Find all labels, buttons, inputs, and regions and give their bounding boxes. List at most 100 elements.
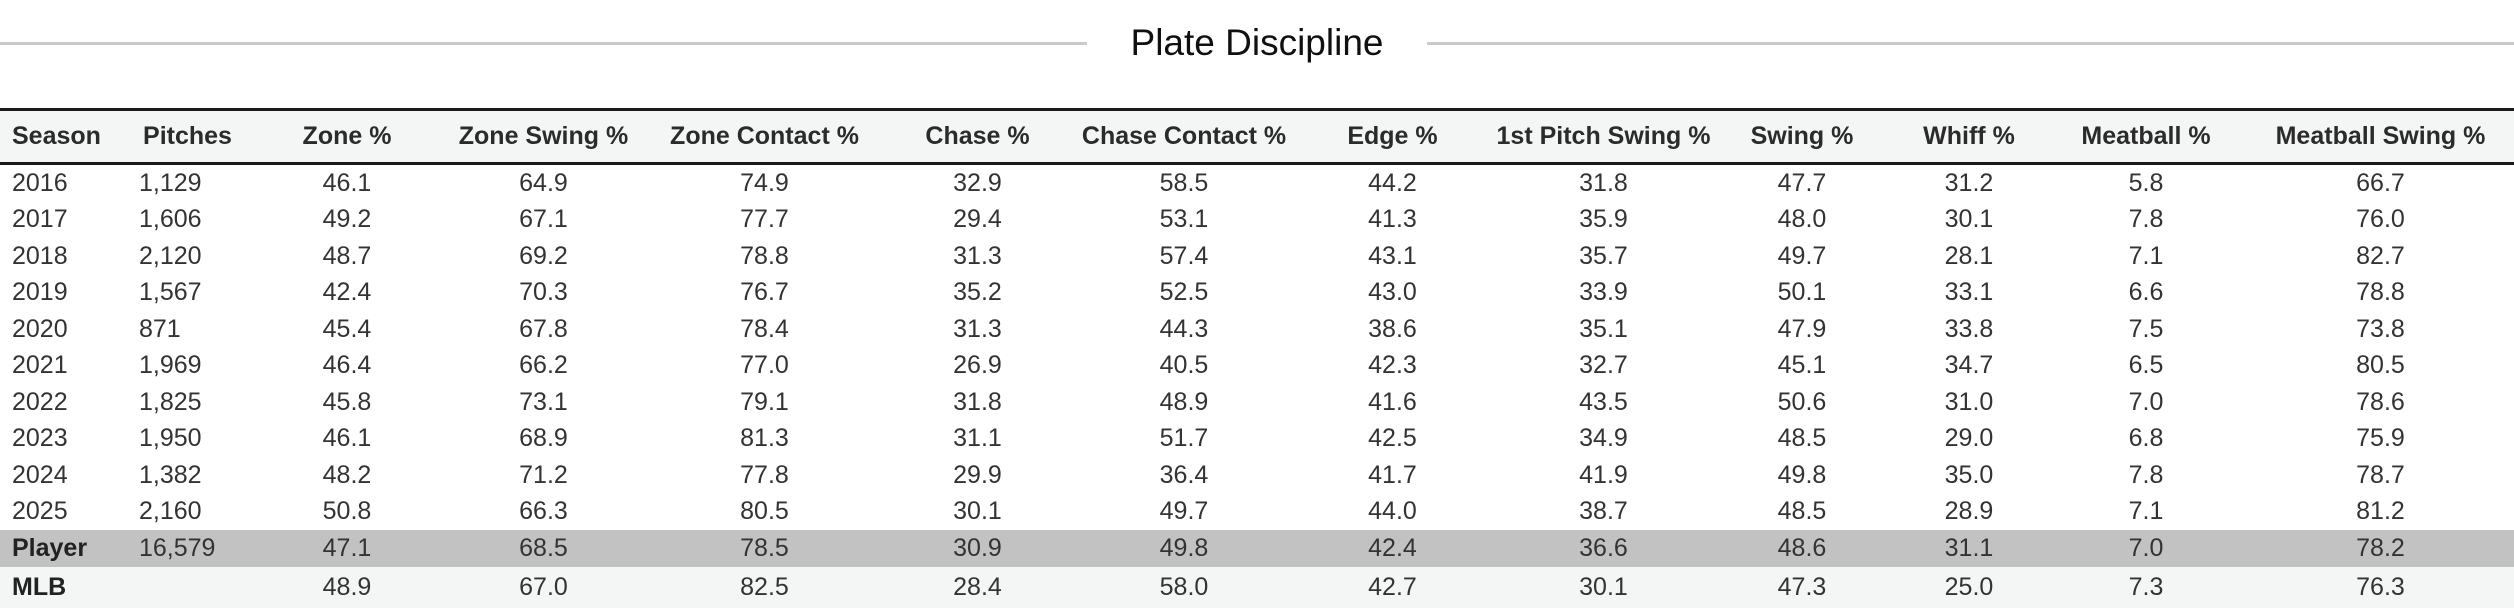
cell-2020-chase_contact_pct: 44.3 — [1079, 311, 1289, 348]
cell-2021-zone_swing_pct: 66.2 — [434, 347, 653, 384]
cell-2016-zone_pct: 46.1 — [260, 163, 434, 202]
cell-2017-pitches: 1,606 — [115, 201, 260, 238]
cell-mlb-zone_pct: 48.9 — [260, 566, 434, 608]
cell-2016-first_pitch_swing_pct: 31.8 — [1496, 163, 1711, 202]
cell-2019-whiff_pct: 33.1 — [1893, 274, 2045, 311]
cell-player-zone_contact_pct: 78.5 — [653, 530, 876, 567]
cell-2025-pitches: 2,160 — [115, 493, 260, 530]
cell-2024-chase_contact_pct: 36.4 — [1079, 457, 1289, 494]
plate-discipline-table: Season Pitches Zone % Zone Swing % Zone Cont… — [0, 108, 2514, 608]
cell-2016-zone_contact_pct: 74.9 — [653, 163, 876, 202]
cell-player-zone_pct: 47.1 — [260, 530, 434, 567]
cell-2020-edge_pct: 38.6 — [1289, 311, 1496, 348]
cell-2022-edge_pct: 41.6 — [1289, 384, 1496, 421]
cell-player-chase_pct: 30.9 — [876, 530, 1079, 567]
cell-2017-chase_contact_pct: 53.1 — [1079, 201, 1289, 238]
cell-2025-whiff_pct: 28.9 — [1893, 493, 2045, 530]
cell-2020-season: 2020 — [0, 311, 115, 348]
cell-2022-chase_pct: 31.8 — [876, 384, 1079, 421]
cell-2023-whiff_pct: 29.0 — [1893, 420, 2045, 457]
cell-2023-chase_pct: 31.1 — [876, 420, 1079, 457]
cell-2023-meatball_pct: 6.8 — [2045, 420, 2247, 457]
cell-2023-swing_pct: 48.5 — [1711, 420, 1893, 457]
cell-2021-meatball_swing_pct: 80.5 — [2247, 347, 2514, 384]
cell-2019-season: 2019 — [0, 274, 115, 311]
cell-2025-season: 2025 — [0, 493, 115, 530]
cell-2022-season: 2022 — [0, 384, 115, 421]
cell-2017-edge_pct: 41.3 — [1289, 201, 1496, 238]
cell-2016-chase_contact_pct: 58.5 — [1079, 163, 1289, 202]
cell-2018-pitches: 2,120 — [115, 238, 260, 275]
column-header-chase_pct: Chase % — [876, 108, 1079, 165]
cell-2023-chase_contact_pct: 51.7 — [1079, 420, 1289, 457]
cell-mlb-swing_pct: 47.3 — [1711, 566, 1893, 608]
cell-2019-chase_pct: 35.2 — [876, 274, 1079, 311]
cell-2024-zone_pct: 48.2 — [260, 457, 434, 494]
cell-2025-meatball_swing_pct: 81.2 — [2247, 493, 2514, 530]
cell-2017-zone_contact_pct: 77.7 — [653, 201, 876, 238]
cell-2019-meatball_swing_pct: 78.8 — [2247, 274, 2514, 311]
title-divider-left — [0, 41, 1087, 45]
table-header-row: Season Pitches Zone % Zone Swing % Zone Cont… — [0, 108, 2514, 165]
cell-2020-whiff_pct: 33.8 — [1893, 311, 2045, 348]
cell-player-chase_contact_pct: 49.8 — [1079, 530, 1289, 567]
cell-2024-meatball_pct: 7.8 — [2045, 457, 2247, 494]
cell-2017-whiff_pct: 30.1 — [1893, 201, 2045, 238]
cell-player-swing_pct: 48.6 — [1711, 530, 1893, 567]
cell-2020-meatball_pct: 7.5 — [2045, 311, 2247, 348]
cell-2019-zone_swing_pct: 70.3 — [434, 274, 653, 311]
cell-2016-swing_pct: 47.7 — [1711, 163, 1893, 202]
table-row-2023: 2023 1,950 46.1 68.9 81.3 31.1 51.7 42.5 34.9 48.… — [0, 420, 2514, 457]
cell-2025-swing_pct: 48.5 — [1711, 493, 1893, 530]
cell-2024-first_pitch_swing_pct: 41.9 — [1496, 457, 1711, 494]
cell-2024-zone_contact_pct: 77.8 — [653, 457, 876, 494]
cell-2021-chase_pct: 26.9 — [876, 347, 1079, 384]
cell-2022-first_pitch_swing_pct: 43.5 — [1496, 384, 1711, 421]
cell-2018-chase_contact_pct: 57.4 — [1079, 238, 1289, 275]
table-row-2019: 2019 1,567 42.4 70.3 76.7 35.2 52.5 43.0 33.9 50.… — [0, 274, 2514, 311]
cell-2022-meatball_pct: 7.0 — [2045, 384, 2247, 421]
column-header-meatball_swing_pct: Meatball Swing % — [2247, 108, 2514, 165]
cell-2022-swing_pct: 50.6 — [1711, 384, 1893, 421]
cell-2024-chase_pct: 29.9 — [876, 457, 1079, 494]
title-divider-right — [1427, 41, 2514, 45]
cell-player-season: Player — [0, 530, 115, 567]
table-row-2021: 2021 1,969 46.4 66.2 77.0 26.9 40.5 42.3 32.7 45.… — [0, 347, 2514, 384]
cell-2020-zone_contact_pct: 78.4 — [653, 311, 876, 348]
cell-2018-edge_pct: 43.1 — [1289, 238, 1496, 275]
cell-mlb-edge_pct: 42.7 — [1289, 566, 1496, 608]
cell-2024-pitches: 1,382 — [115, 457, 260, 494]
cell-2016-season: 2016 — [0, 163, 115, 202]
cell-2018-meatball_swing_pct: 82.7 — [2247, 238, 2514, 275]
column-header-pitches: Pitches — [115, 108, 260, 165]
cell-2021-chase_contact_pct: 40.5 — [1079, 347, 1289, 384]
cell-2017-chase_pct: 29.4 — [876, 201, 1079, 238]
cell-2016-zone_swing_pct: 64.9 — [434, 163, 653, 202]
cell-2023-zone_swing_pct: 68.9 — [434, 420, 653, 457]
cell-2024-meatball_swing_pct: 78.7 — [2247, 457, 2514, 494]
cell-mlb-zone_contact_pct: 82.5 — [653, 566, 876, 608]
cell-2024-edge_pct: 41.7 — [1289, 457, 1496, 494]
table-row-2025: 2025 2,160 50.8 66.3 80.5 30.1 49.7 44.0 38.7 48.… — [0, 493, 2514, 530]
cell-2021-whiff_pct: 34.7 — [1893, 347, 2045, 384]
cell-mlb-meatball_swing_pct: 76.3 — [2247, 566, 2514, 608]
cell-2020-meatball_swing_pct: 73.8 — [2247, 311, 2514, 348]
column-header-swing_pct: Swing % — [1711, 108, 1893, 165]
cell-2025-zone_swing_pct: 66.3 — [434, 493, 653, 530]
cell-player-meatball_swing_pct: 78.2 — [2247, 530, 2514, 567]
cell-2017-meatball_pct: 7.8 — [2045, 201, 2247, 238]
table-row-mlb: MLB 48.9 67.0 82.5 28.4 58.0 42.7 30.1 47.3 25.0 7… — [0, 566, 2514, 608]
cell-2022-zone_swing_pct: 73.1 — [434, 384, 653, 421]
cell-2025-zone_contact_pct: 80.5 — [653, 493, 876, 530]
column-header-season: Season — [0, 108, 115, 165]
cell-2022-pitches: 1,825 — [115, 384, 260, 421]
column-header-edge_pct: Edge % — [1289, 108, 1496, 165]
cell-2019-edge_pct: 43.0 — [1289, 274, 1496, 311]
column-header-first_pitch_swing_pct: 1st Pitch Swing % — [1496, 108, 1711, 165]
column-header-zone_swing_pct: Zone Swing % — [434, 108, 653, 165]
cell-2019-zone_pct: 42.4 — [260, 274, 434, 311]
cell-2021-meatball_pct: 6.5 — [2045, 347, 2247, 384]
cell-2022-chase_contact_pct: 48.9 — [1079, 384, 1289, 421]
section-title-band: Plate Discipline — [0, 21, 2514, 65]
cell-2018-swing_pct: 49.7 — [1711, 238, 1893, 275]
